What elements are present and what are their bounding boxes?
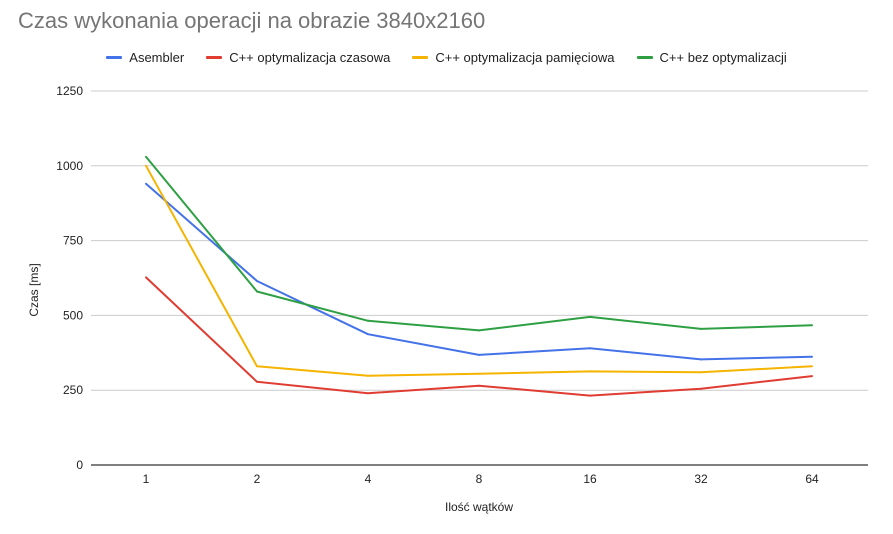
data-point — [145, 276, 147, 279]
data-point — [145, 155, 147, 158]
data-point — [256, 290, 258, 293]
data-point — [700, 358, 702, 361]
data-point — [478, 353, 480, 356]
legend-swatch — [412, 56, 429, 59]
data-point — [700, 387, 702, 390]
data-point — [256, 380, 258, 383]
series-line-2 — [145, 276, 813, 397]
x-tick-label: 1 — [143, 472, 150, 486]
data-point — [256, 365, 258, 368]
gridlines — [91, 90, 868, 466]
data-point — [478, 329, 480, 332]
legend-label: Asembler — [129, 50, 185, 65]
x-tick-label: 32 — [694, 472, 708, 486]
data-point — [700, 371, 702, 374]
y-tick-label: 500 — [63, 308, 83, 322]
data-point — [811, 365, 813, 368]
series-line-1 — [145, 183, 813, 361]
data-point — [589, 370, 591, 373]
data-point — [589, 315, 591, 318]
data-point — [256, 279, 258, 282]
data-point — [811, 324, 813, 327]
legend-item: C++ optymalizacja pamięciowa — [412, 50, 615, 65]
data-point — [367, 319, 369, 322]
data-point — [367, 374, 369, 377]
y-tick-label: 0 — [76, 458, 83, 472]
data-point — [589, 394, 591, 397]
series-lines — [145, 155, 813, 397]
data-point — [589, 347, 591, 350]
x-tick-label: 64 — [805, 472, 819, 486]
legend-item: C++ bez optymalizacji — [636, 50, 787, 65]
data-point — [145, 164, 147, 167]
x-tick-label: 2 — [254, 472, 261, 486]
data-point — [145, 182, 147, 185]
data-point — [811, 355, 813, 358]
data-point — [478, 372, 480, 375]
x-axis-ticks: 1 2 4 8 16 32 64 — [143, 472, 819, 486]
x-tick-label: 8 — [476, 472, 483, 486]
y-axis-ticks: 0 250 500 750 1000 1250 — [56, 84, 83, 472]
legend: Asembler C++ optymalizacja czasowa C++ opt… — [0, 50, 893, 65]
legend-swatch — [106, 56, 123, 59]
y-axis-title: Czas [ms] — [27, 263, 41, 316]
y-tick-label: 1000 — [56, 159, 83, 173]
legend-label: C++ bez optymalizacji — [659, 50, 787, 65]
data-point — [811, 375, 813, 378]
legend-item: C++ optymalizacja czasowa — [206, 50, 390, 65]
legend-label: C++ optymalizacja czasowa — [229, 50, 391, 65]
x-tick-label: 4 — [365, 472, 372, 486]
legend-swatch — [206, 56, 223, 59]
x-axis-title: Ilość wątków — [445, 500, 513, 514]
data-point — [700, 327, 702, 330]
y-tick-label: 250 — [63, 383, 83, 397]
data-point — [367, 392, 369, 395]
data-point — [478, 384, 480, 387]
data-point — [367, 333, 369, 336]
legend-item: Asembler — [106, 50, 184, 65]
legend-swatch — [636, 56, 653, 59]
legend-label: C++ optymalizacja pamięciowa — [435, 50, 615, 65]
y-tick-label: 750 — [63, 234, 83, 248]
y-tick-label: 1250 — [56, 84, 83, 98]
series-line-4 — [145, 156, 813, 332]
chart-title: Czas wykonania operacji na obrazie 3840x… — [18, 8, 486, 33]
x-tick-label: 16 — [583, 472, 597, 486]
